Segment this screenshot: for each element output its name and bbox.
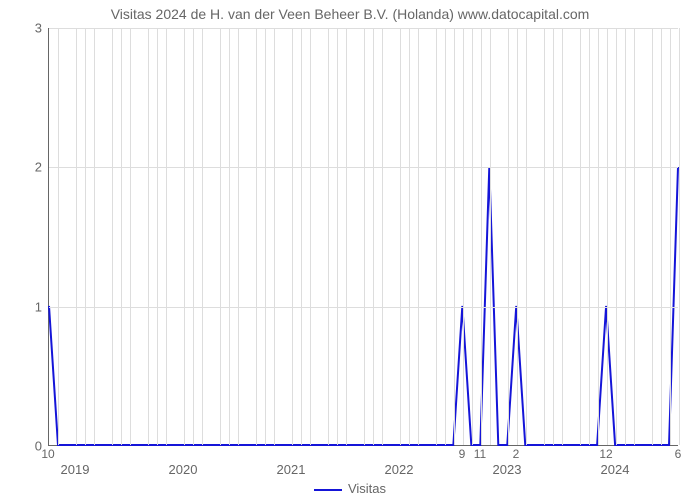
vgrid	[274, 28, 275, 445]
vgrid	[193, 28, 194, 445]
vgrid	[679, 28, 680, 445]
vgrid	[634, 28, 635, 445]
vgrid	[166, 28, 167, 445]
chart-title: Visitas 2024 de H. van der Veen Beheer B…	[0, 6, 700, 22]
vgrid	[670, 28, 671, 445]
vgrid	[418, 28, 419, 445]
x-month-label: 6	[675, 447, 682, 461]
vgrid	[526, 28, 527, 445]
x-year-label: 2019	[61, 462, 90, 477]
vgrid	[148, 28, 149, 445]
legend-label: Visitas	[348, 481, 386, 496]
vgrid	[454, 28, 455, 445]
legend-swatch	[314, 489, 342, 491]
x-year-label: 2021	[277, 462, 306, 477]
vgrid	[328, 28, 329, 445]
vgrid	[508, 28, 509, 445]
vgrid	[373, 28, 374, 445]
vgrid	[238, 28, 239, 445]
vgrid	[337, 28, 338, 445]
vgrid	[625, 28, 626, 445]
vgrid	[580, 28, 581, 445]
vgrid	[598, 28, 599, 445]
vgrid	[301, 28, 302, 445]
vgrid	[553, 28, 554, 445]
vgrid	[184, 28, 185, 445]
vgrid	[94, 28, 95, 445]
x-month-label: 9	[459, 447, 466, 461]
vgrid	[85, 28, 86, 445]
vgrid	[463, 28, 464, 445]
vgrid	[256, 28, 257, 445]
vgrid	[58, 28, 59, 445]
vgrid	[220, 28, 221, 445]
vgrid	[409, 28, 410, 445]
vgrid	[436, 28, 437, 445]
y-tick-label: 2	[8, 160, 42, 175]
x-year-label: 2023	[493, 462, 522, 477]
vgrid	[616, 28, 617, 445]
x-year-label: 2022	[385, 462, 414, 477]
vgrid	[589, 28, 590, 445]
vgrid	[130, 28, 131, 445]
vgrid	[517, 28, 518, 445]
vgrid	[346, 28, 347, 445]
vgrid	[121, 28, 122, 445]
x-year-label: 2020	[169, 462, 198, 477]
x-month-label: 11	[474, 447, 486, 461]
y-tick-label: 3	[8, 21, 42, 36]
vgrid	[229, 28, 230, 445]
vgrid	[292, 28, 293, 445]
vgrid	[310, 28, 311, 445]
vgrid	[265, 28, 266, 445]
x-month-label: 10	[41, 447, 54, 461]
vgrid	[544, 28, 545, 445]
chart-container: Visitas 2024 de H. van der Veen Beheer B…	[0, 0, 700, 500]
legend: Visitas	[0, 481, 700, 496]
vgrid	[202, 28, 203, 445]
x-month-label: 12	[599, 447, 612, 461]
vgrid	[472, 28, 473, 445]
vgrid	[562, 28, 563, 445]
vgrid	[445, 28, 446, 445]
vgrid	[76, 28, 77, 445]
vgrid	[490, 28, 491, 445]
vgrid	[652, 28, 653, 445]
vgrid	[607, 28, 608, 445]
x-month-label: 2	[513, 447, 520, 461]
plot-area	[48, 28, 678, 446]
y-tick-label: 0	[8, 439, 42, 454]
vgrid	[382, 28, 383, 445]
vgrid	[400, 28, 401, 445]
y-tick-label: 1	[8, 299, 42, 314]
x-year-label: 2024	[601, 462, 630, 477]
vgrid	[364, 28, 365, 445]
vgrid	[481, 28, 482, 445]
vgrid	[661, 28, 662, 445]
vgrid	[112, 28, 113, 445]
vgrid	[157, 28, 158, 445]
